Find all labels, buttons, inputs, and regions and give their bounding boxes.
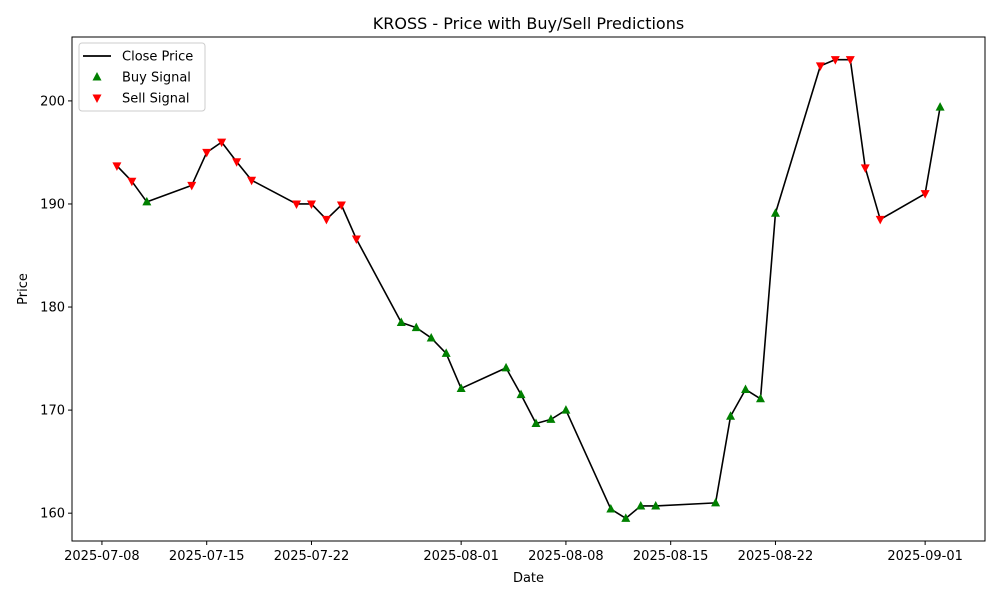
y-tick-label: 180: [40, 301, 65, 316]
buy-signal-marker: [456, 383, 466, 392]
y-axis-title: Price: [16, 273, 31, 305]
x-axis-title: Date: [513, 571, 544, 586]
buy-signal-marker: [711, 497, 721, 507]
buy-signal-marker: [935, 102, 945, 111]
sell-signal-marker: [127, 177, 137, 187]
legend-box: [78, 42, 206, 112]
legend-buy-swatch: [92, 72, 102, 81]
x-tick-label: 2025-08-22: [738, 549, 814, 564]
sell-signal-marker: [247, 176, 257, 186]
y-tick-label: 190: [40, 197, 65, 212]
buy-signal-marker: [621, 513, 631, 522]
buy-signal-marker: [741, 384, 751, 393]
x-tick-label: 2025-07-22: [274, 549, 350, 564]
x-tick-label: 2025-08-08: [528, 549, 604, 564]
sell-signal-marker: [292, 200, 302, 209]
buy-signal-marker: [501, 362, 511, 372]
axes-frame: [71, 36, 986, 542]
buy-signal-marker: [561, 405, 571, 414]
buy-signal-marker: [726, 411, 736, 420]
x-tick-label: 2025-07-08: [64, 549, 140, 564]
sell-signal-marker: [321, 215, 331, 225]
sell-signal-marker: [336, 201, 346, 210]
buy-signal-marker: [755, 393, 765, 403]
sell-signal-marker: [830, 56, 840, 65]
sell-signal-marker: [845, 56, 855, 65]
sell-signal-marker: [815, 62, 825, 71]
sell-signal-marker: [920, 190, 930, 199]
x-tick-label: 2025-09-01: [887, 549, 963, 564]
buy-signal-marker: [142, 196, 152, 206]
buy-signal-marker: [770, 208, 780, 217]
sell-signal-marker: [217, 138, 227, 148]
buy-signal-marker: [651, 500, 661, 510]
buy-signal-marker: [426, 332, 436, 342]
plot-area: [71, 36, 986, 542]
sell-signal-marker: [202, 148, 212, 158]
x-axis-ticks: 2025-07-08 2025-07-15 2025-07-22 2025-08-01…: [64, 541, 963, 564]
sell-signal-marker: [860, 164, 870, 173]
buy-signal-marker: [636, 500, 646, 510]
sell-signal-marker: [306, 200, 316, 209]
sell-signal-marker: [351, 235, 361, 245]
sell-signal-marker: [232, 158, 242, 167]
buy-signal-marker: [396, 317, 406, 326]
buy-signal-marker: [411, 322, 421, 332]
buy-signal-marker: [546, 414, 556, 423]
y-tick-label: 160: [40, 507, 65, 522]
x-tick-label: 2025-08-01: [423, 549, 499, 564]
sell-signal-marker: [187, 181, 197, 191]
legend-label: Close Price: [122, 50, 193, 65]
legend-label: Sell Signal: [122, 92, 190, 107]
y-tick-label: 170: [40, 404, 65, 419]
legend-sell-swatch: [92, 94, 102, 103]
x-tick-label: 2025-08-15: [633, 549, 709, 564]
chart-title: KROSS - Price with Buy/Sell Predictions: [373, 14, 684, 33]
y-tick-label: 200: [40, 94, 65, 109]
x-tick-label: 2025-07-15: [169, 549, 245, 564]
buy-signal-marker: [516, 389, 526, 399]
sell-signal-marker: [112, 162, 122, 171]
buy-signal-marker: [441, 348, 451, 357]
y-axis-ticks: 160 170 180 190 200: [40, 94, 72, 522]
legend-label: Buy Signal: [122, 71, 191, 86]
buy-signal-marker: [606, 504, 616, 513]
buy-signal-marker: [531, 418, 541, 428]
sell-signal-marker: [875, 215, 885, 225]
series-layer: [112, 56, 945, 522]
legend: Close Price Buy Signal Sell Signal: [78, 42, 206, 112]
